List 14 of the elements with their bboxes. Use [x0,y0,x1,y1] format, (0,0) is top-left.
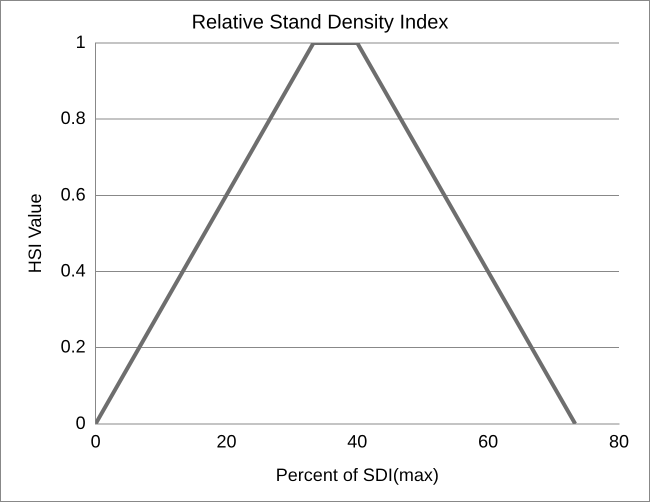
y-tick-label: 0.6 [60,184,86,204]
y-tick-label: 0.4 [60,260,86,280]
x-axis-title: Percent of SDI(max) [276,465,439,486]
x-tick-label: 40 [347,432,368,452]
x-tick-label: 60 [478,432,498,452]
x-tick-label: 0 [90,432,101,452]
y-axis-title: HSI Value [24,194,45,274]
chart-title: Relative Stand Density Index [192,12,448,34]
y-tick-label: 0 [76,412,86,433]
x-tick-label: 80 [608,432,630,452]
y-tick-label: 0.2 [60,336,86,357]
y-tick-label: 1 [76,32,86,52]
y-tick-label: 0.8 [60,108,86,128]
x-tick-label: 20 [216,432,236,452]
